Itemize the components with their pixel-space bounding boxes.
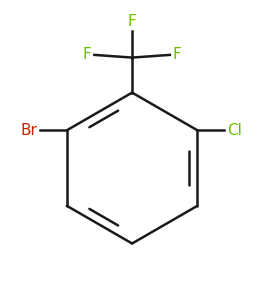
Text: Br: Br bbox=[20, 123, 37, 138]
Text: F: F bbox=[172, 47, 181, 62]
Text: F: F bbox=[83, 47, 92, 62]
Text: Cl: Cl bbox=[227, 123, 242, 138]
Text: F: F bbox=[128, 14, 136, 29]
